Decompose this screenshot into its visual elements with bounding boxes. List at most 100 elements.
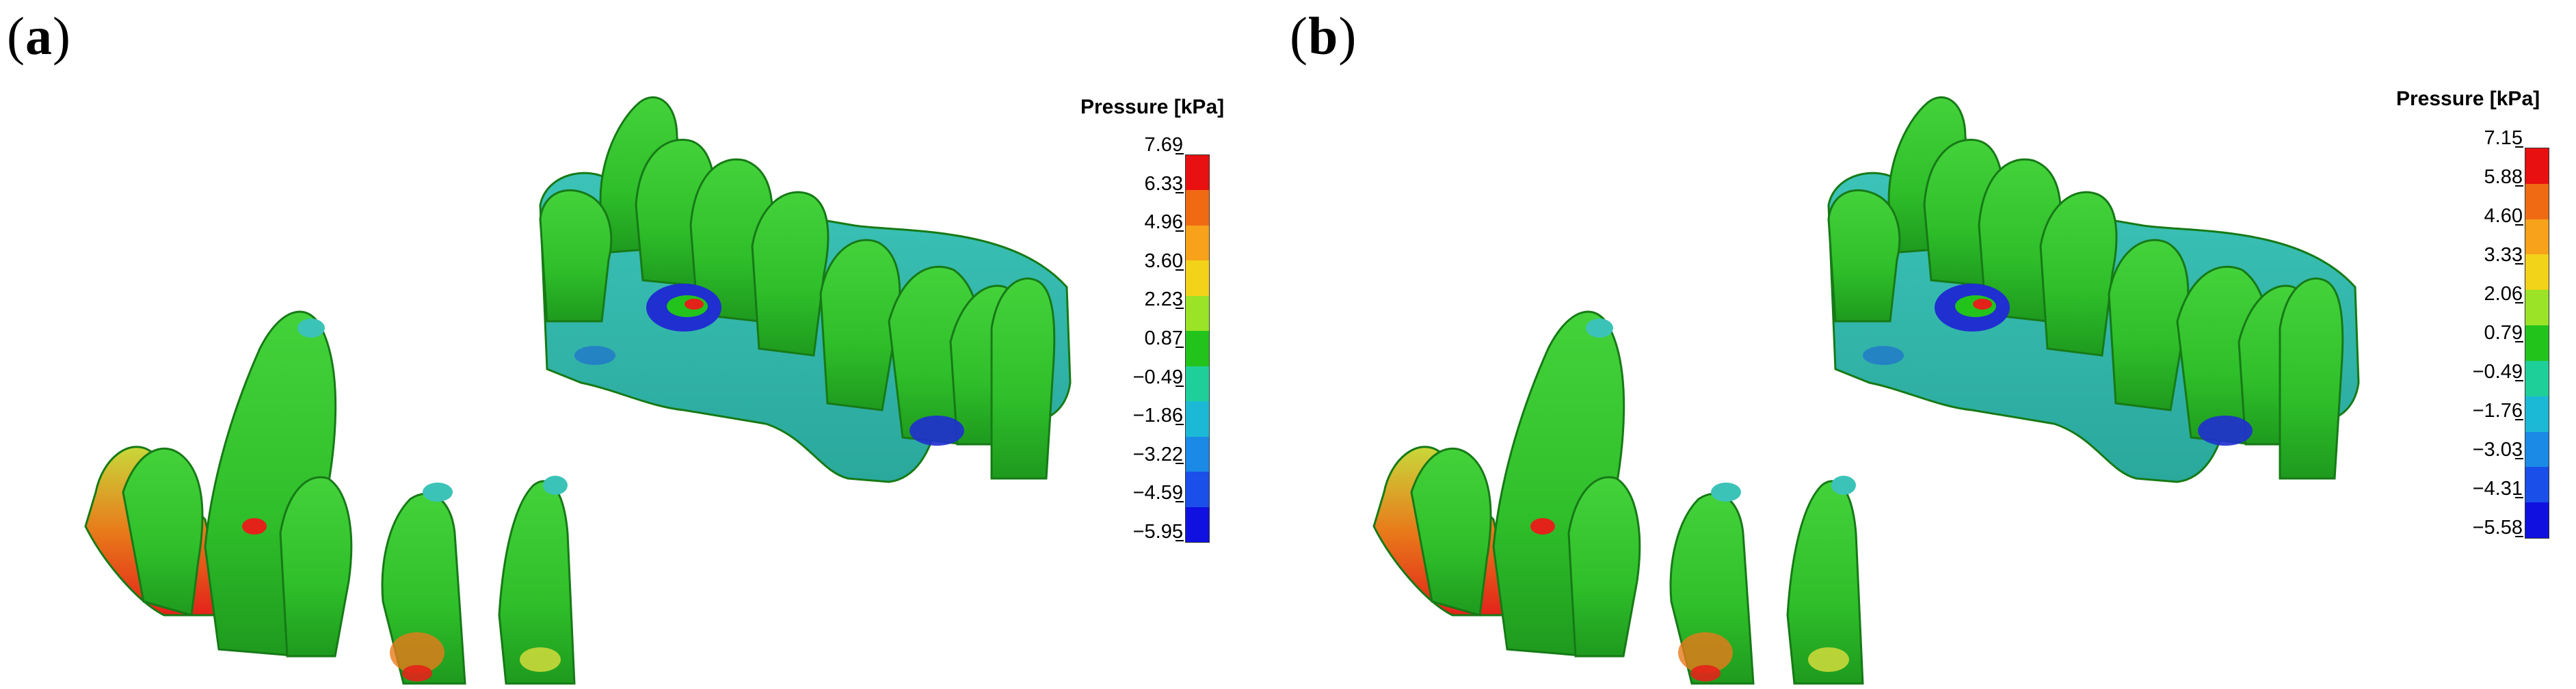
legend-tick-label: −3.03 — [2472, 439, 2523, 461]
legend-tick-mark — [2515, 146, 2523, 148]
lower-incisor-2 — [498, 480, 576, 685]
upper-molar — [1827, 189, 1901, 323]
lower-incisor-peak — [402, 665, 432, 681]
legend-tick-mark — [1176, 540, 1184, 541]
legend-tick-label: −1.76 — [2472, 400, 2523, 422]
legend-colorbar — [2525, 148, 2549, 539]
colorbar-segment — [2525, 431, 2549, 468]
incisor-tip-cyan — [543, 476, 568, 495]
lower-premolar — [1567, 476, 1641, 658]
lower-incisor-2 — [1786, 480, 1864, 685]
legend-tick-mark — [1176, 308, 1184, 310]
legend-tick-mark — [2515, 380, 2523, 381]
canine-tip-cyan — [1586, 319, 1613, 338]
colorbar-segment — [1186, 472, 1209, 507]
lower-contact-hot-zone — [242, 518, 267, 535]
colorbar-segment — [2525, 360, 2549, 396]
lower-incisor-warm-zone — [520, 647, 561, 672]
colorbar-segment — [1186, 225, 1209, 261]
upper-contact-hot-zone — [685, 299, 704, 310]
legend-tick-mark — [2515, 224, 2523, 226]
legend-tick-label: 0.87 — [1144, 327, 1183, 349]
legend-tick-label: 2.06 — [2484, 283, 2523, 305]
legend-tick-mark — [1176, 347, 1184, 348]
legend-tick-mark — [1176, 230, 1184, 232]
legend-tick-label: −5.95 — [1132, 521, 1183, 543]
panel-a-pressure-contour — [84, 96, 1072, 685]
colorbar-segment — [2525, 290, 2549, 326]
colorbar-segment — [2525, 396, 2549, 432]
legend-tick-mark — [2515, 419, 2523, 420]
upper-molar — [539, 189, 613, 323]
legend-tick-label: 4.60 — [2484, 205, 2523, 227]
legend-tick-label: 3.60 — [1144, 249, 1183, 272]
canine-tip-cyan — [297, 319, 325, 338]
incisor-tip-cyan — [1711, 483, 1741, 502]
colorbar-segment — [1186, 260, 1209, 296]
colorbar-segment — [1186, 295, 1209, 332]
legend-tick-mark — [1176, 153, 1184, 154]
colorbar-segment — [1186, 506, 1209, 542]
legend-tick-mark — [1176, 269, 1184, 271]
legend-tick-label: 7.15 — [2484, 127, 2523, 149]
upper-cold-zone — [909, 416, 964, 446]
upper-cold-zone — [2198, 416, 2253, 446]
upper-tooth-crown — [2039, 191, 2118, 357]
upper-tooth-crown — [990, 278, 1056, 480]
legend-tick-mark — [2515, 536, 2523, 537]
upper-cold-patch — [574, 346, 615, 365]
colorbar-segment — [1186, 155, 1209, 191]
upper-cold-patch — [1863, 346, 1904, 365]
legend-tick-mark — [1176, 501, 1184, 503]
colorbar-segment — [2525, 325, 2549, 361]
lower-contact-hot-zone — [1530, 518, 1555, 535]
upper-tooth-crown — [751, 191, 829, 357]
colorbar-segment — [1186, 190, 1209, 226]
panel-a: (a) Pressure [kPa] 7.69 6.33 4.96 3.60 2.23 0… — [7, 6, 1225, 685]
legend-tick-label: −5.58 — [2472, 517, 2523, 539]
panel-a-label: (a) — [7, 6, 71, 66]
legend-tick-label: −4.59 — [1132, 482, 1183, 504]
lower-incisor-hot-zone — [1678, 632, 1733, 673]
legend-title: Pressure [kPa] — [2396, 87, 2540, 110]
legend-tick-mark — [1176, 424, 1184, 426]
legend-tick-mark — [1176, 385, 1184, 387]
legend-tick-label: 3.33 — [2484, 244, 2523, 266]
colorbar-segment — [2525, 148, 2549, 184]
colorbar-segment — [2525, 183, 2549, 219]
legend-tick-mark — [1176, 191, 1184, 193]
legend-tick-mark — [2515, 185, 2523, 187]
panel-b-pressure-contour — [1372, 96, 2360, 685]
legend-tick-mark — [2515, 302, 2523, 303]
colorbar-segment — [2525, 467, 2549, 503]
legend-tick-label: 4.96 — [1144, 211, 1183, 234]
upper-tooth-crown — [2279, 278, 2344, 480]
colorbar-segment — [1186, 366, 1209, 402]
panel-b: (b) Pressure [kPa] 7.15 5.88 4.60 3.33 2.06 0… — [1288, 0, 2576, 689]
legend-tick-label: −0.49 — [2472, 361, 2523, 383]
lower-incisor-warm-zone — [1808, 647, 1849, 672]
legend-tick-label: −3.22 — [1132, 443, 1183, 465]
lower-premolar — [279, 476, 353, 658]
colorbar-segment — [2525, 502, 2549, 538]
panel-b-label: (b) — [1290, 6, 1357, 66]
legend-tick-mark — [2515, 263, 2523, 265]
legend-tick-label: 7.69 — [1144, 134, 1183, 156]
legend-colorbar — [1185, 154, 1210, 543]
lower-molar-crown — [122, 447, 204, 617]
legend-tick-label: 5.88 — [2484, 166, 2523, 188]
legend-tick-label: −1.86 — [1132, 405, 1183, 427]
legend-tick-mark — [1176, 462, 1184, 464]
lower-incisor-peak — [1690, 665, 1721, 681]
legend-tick-mark — [2515, 341, 2523, 342]
colorbar-segment — [2525, 219, 2549, 255]
colorbar-segment — [1186, 331, 1209, 366]
legend-tick-mark — [2515, 458, 2523, 459]
incisor-tip-cyan — [1831, 476, 1856, 495]
legend-tick-label: 2.23 — [1144, 288, 1183, 311]
legend-tick-label: 6.33 — [1144, 172, 1183, 195]
legend-tick-label: −0.49 — [1132, 366, 1183, 388]
legend-title: Pressure [kPa] — [1080, 96, 1225, 118]
lower-molar-crown — [1410, 447, 1492, 617]
legend-tick-label: −4.31 — [2472, 478, 2523, 500]
